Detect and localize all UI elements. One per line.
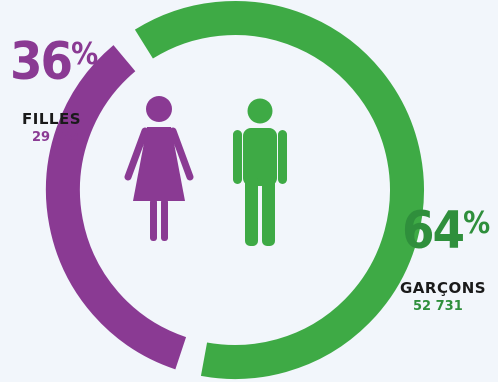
girls-count: 29 784 bbox=[32, 130, 82, 145]
girls-percentage: 36% bbox=[10, 36, 98, 88]
boys-percentage: 64% bbox=[402, 205, 490, 257]
boys-arc bbox=[134, 1, 424, 380]
male-figure-icon bbox=[233, 98, 287, 246]
girls-label: FILLES bbox=[22, 110, 81, 128]
girls-arc bbox=[45, 45, 187, 370]
girls-percentage-symbol: % bbox=[71, 37, 99, 72]
boys-percentage-symbol: % bbox=[463, 206, 491, 241]
female-figure-icon bbox=[124, 96, 194, 241]
girls-percentage-number: 36 bbox=[10, 32, 73, 92]
boys-label: GARÇONS bbox=[400, 279, 487, 297]
boys-count: 52 731 bbox=[413, 299, 463, 314]
boys-percentage-number: 64 bbox=[402, 201, 465, 261]
